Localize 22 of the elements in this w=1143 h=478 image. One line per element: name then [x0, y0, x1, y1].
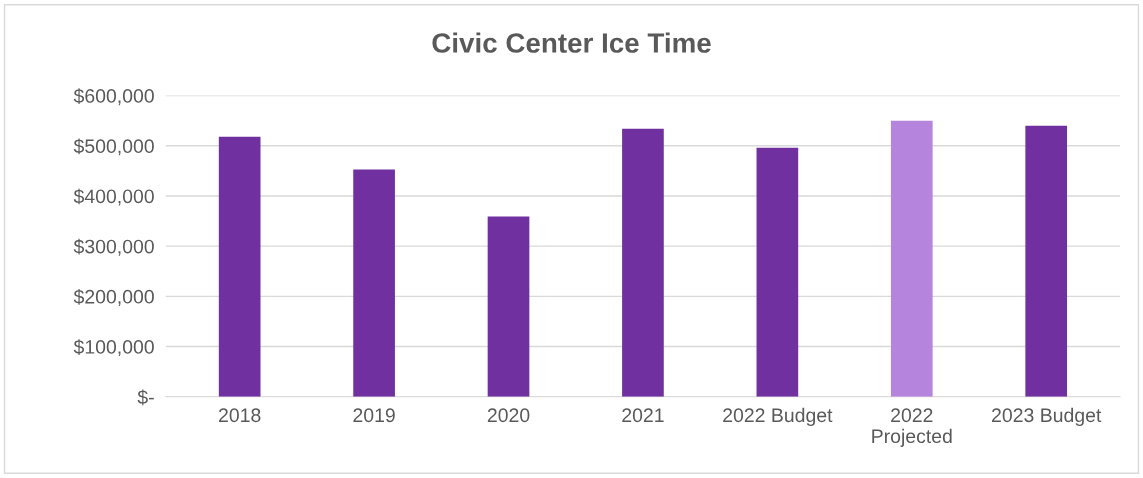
- y-tick-label: $200,000: [73, 289, 154, 306]
- y-tick-label: $300,000: [73, 238, 154, 256]
- y-tick-label: $100,000: [73, 339, 154, 357]
- y-tick-label: $600,000: [73, 88, 154, 106]
- bar: [622, 128, 664, 397]
- bar: [890, 120, 933, 397]
- bar: [353, 169, 395, 397]
- x-tick-label: 2023 Budget: [992, 407, 1102, 426]
- chart-title: Civic Center Ice Time: [432, 32, 711, 53]
- bar: [756, 147, 799, 397]
- x-tick-label: 2022 Budget: [723, 407, 833, 426]
- y-tick-label: $500,000: [73, 138, 154, 156]
- x-tick-label: 2022 Projected: [872, 408, 952, 447]
- y-tick-label: $400,000: [73, 188, 154, 206]
- bar: [218, 136, 261, 397]
- y-tick-label: $-: [137, 389, 154, 406]
- x-tick-label: 2019: [353, 408, 395, 423]
- x-tick-label: 2021: [622, 408, 664, 423]
- x-tick-label: 2020: [487, 408, 530, 423]
- x-tick-label: 2018: [219, 408, 261, 423]
- bar: [1025, 125, 1068, 397]
- bar: [487, 216, 530, 397]
